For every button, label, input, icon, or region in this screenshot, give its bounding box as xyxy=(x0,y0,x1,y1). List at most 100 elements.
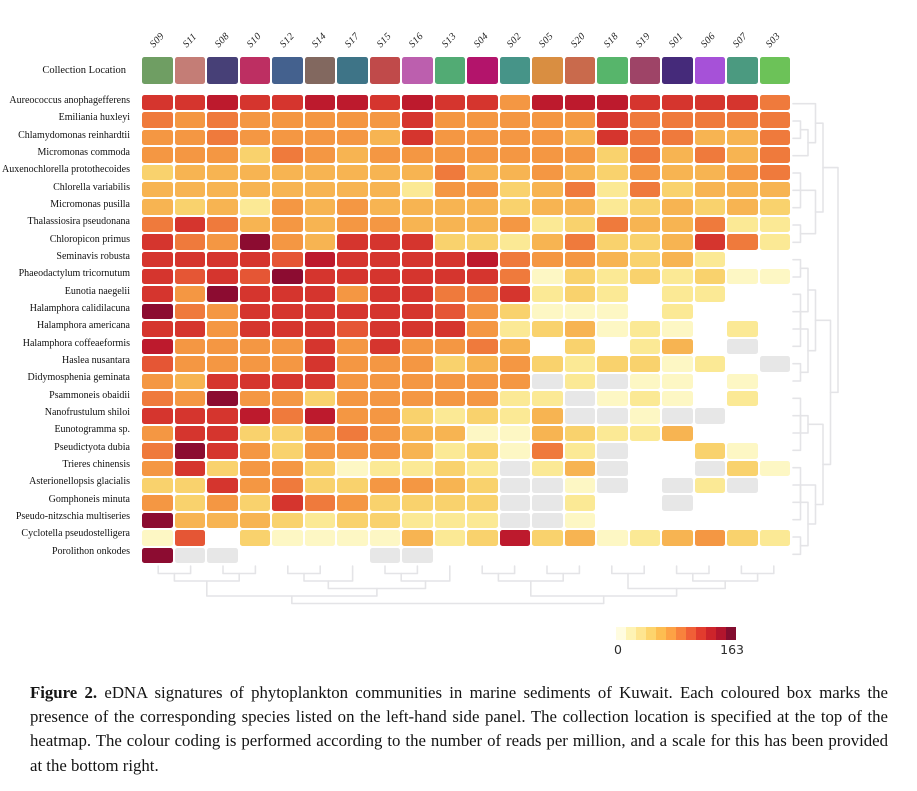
heatmap-cell xyxy=(499,443,530,459)
heatmap-cell xyxy=(564,321,595,337)
heatmap-cell xyxy=(174,530,205,546)
heatmap-cell xyxy=(597,408,628,424)
heatmap-cell xyxy=(662,112,693,128)
heatmap-cell xyxy=(597,269,628,285)
heatmap-cell xyxy=(142,477,173,494)
heatmap-cell xyxy=(239,269,270,285)
heatmap-cell xyxy=(434,443,465,459)
heatmap-cell xyxy=(759,390,790,407)
heatmap-cell xyxy=(272,269,303,285)
heatmap-cell xyxy=(304,460,335,476)
dendrogram-branch xyxy=(792,258,802,278)
heatmap-cell xyxy=(662,547,693,563)
heatmap-cell xyxy=(174,460,205,476)
heatmap-cell xyxy=(564,390,595,407)
heatmap-cell xyxy=(662,164,693,181)
heatmap-cell xyxy=(239,234,270,250)
heatmap-cell xyxy=(564,303,595,320)
heatmap-cell xyxy=(499,147,530,163)
heatmap-cell xyxy=(597,216,628,233)
heatmap-cell xyxy=(727,460,758,476)
heatmap-cell xyxy=(564,269,595,285)
heatmap-cell xyxy=(564,547,595,563)
dendrogram-branch xyxy=(675,565,710,575)
dendrogram-branch xyxy=(799,501,809,547)
heatmap-cell xyxy=(694,512,725,529)
heatmap-cell xyxy=(499,530,530,546)
dendrogram-branch xyxy=(792,120,802,140)
heatmap-cell xyxy=(174,495,205,511)
heatmap-cell xyxy=(727,390,758,407)
species-label: Chlorella variabilis xyxy=(53,181,130,193)
heatmap-cell xyxy=(239,216,270,233)
heatmap-cell xyxy=(662,512,693,529)
heatmap-cell xyxy=(369,303,400,320)
heatmap-cell xyxy=(564,512,595,529)
collection-location-box xyxy=(304,57,335,84)
dendrogram-branch xyxy=(287,565,321,575)
heatmap-cell xyxy=(402,286,433,302)
heatmap-cell xyxy=(174,234,205,250)
heatmap-cell xyxy=(532,199,563,215)
dendrogram-branch xyxy=(740,565,775,575)
heatmap-cell xyxy=(304,321,335,337)
heatmap-cell xyxy=(662,234,693,250)
heatmap-cell xyxy=(467,147,498,163)
species-label: Micromonas pusilla xyxy=(50,198,130,210)
heatmap-cell xyxy=(434,216,465,233)
heatmap-cell xyxy=(532,460,563,476)
heatmap-cell xyxy=(662,286,693,302)
heatmap-cell xyxy=(369,269,400,285)
heatmap-cell xyxy=(727,338,758,355)
heatmap-cell xyxy=(499,182,530,198)
heatmap-cell xyxy=(597,477,628,494)
heatmap-cell xyxy=(369,129,400,146)
heatmap-cell xyxy=(467,321,498,337)
heatmap-cell xyxy=(304,251,335,268)
collection-location-box xyxy=(727,57,758,84)
heatmap-cell xyxy=(142,512,173,529)
heatmap-cell xyxy=(369,112,400,128)
heatmap-cell xyxy=(337,112,368,128)
legend-color-block xyxy=(686,627,696,640)
heatmap-cell xyxy=(142,269,173,285)
heatmap-cell xyxy=(272,147,303,163)
heatmap-cell xyxy=(727,199,758,215)
heatmap-cell xyxy=(727,530,758,546)
heatmap-cell xyxy=(402,269,433,285)
heatmap-cell xyxy=(239,373,270,389)
heatmap-cell xyxy=(467,303,498,320)
heatmap-cell xyxy=(239,147,270,163)
heatmap-cell xyxy=(239,390,270,407)
heatmap-cell xyxy=(207,477,238,494)
heatmap-cell xyxy=(467,530,498,546)
heatmap-cell xyxy=(402,460,433,476)
heatmap-cell xyxy=(532,530,563,546)
heatmap-cell xyxy=(272,512,303,529)
heatmap-cell xyxy=(337,234,368,250)
collection-location-box xyxy=(142,57,173,84)
heatmap-cell xyxy=(142,460,173,476)
heatmap-cell xyxy=(434,373,465,389)
heatmap-cell xyxy=(694,286,725,302)
heatmap-cell xyxy=(402,338,433,355)
heatmap-cell xyxy=(142,95,173,111)
heatmap-cell xyxy=(369,373,400,389)
collection-location-box xyxy=(337,57,368,84)
heatmap-cell xyxy=(304,373,335,389)
heatmap-cell xyxy=(532,512,563,529)
heatmap-cell xyxy=(467,373,498,389)
heatmap-cell xyxy=(434,269,465,285)
heatmap-cell xyxy=(174,338,205,355)
dendrogram-branch xyxy=(157,565,192,575)
column-dendrogram xyxy=(157,565,775,605)
heatmap-cell xyxy=(532,269,563,285)
heatmap-cell xyxy=(629,460,660,476)
color-scale-legend: 0 163 xyxy=(614,627,744,658)
heatmap-cell xyxy=(434,129,465,146)
dendrogram-branch xyxy=(792,536,802,556)
heatmap-cell xyxy=(499,390,530,407)
heatmap-cell xyxy=(207,182,238,198)
heatmap-cell xyxy=(694,182,725,198)
heatmap-cell xyxy=(759,321,790,337)
